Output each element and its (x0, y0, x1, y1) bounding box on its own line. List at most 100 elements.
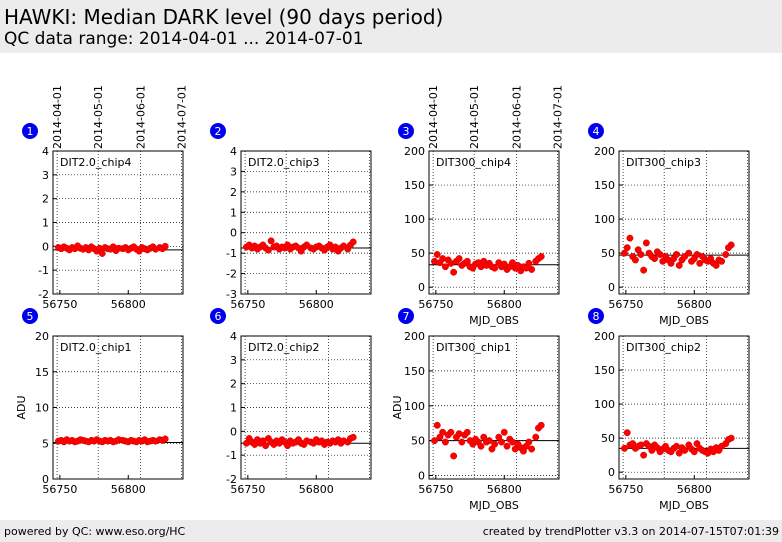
data-point (264, 246, 272, 254)
date-tick-label: 2014-06-01 (135, 85, 148, 149)
y-tick-label: 1 (230, 402, 237, 415)
panel-label: DIT300_chip4 (436, 156, 511, 169)
data-point (532, 433, 540, 441)
panel-label: DIT300_chip3 (626, 156, 701, 169)
data-point (685, 249, 693, 257)
panel-frame (618, 335, 750, 480)
date-tick-label: 2014-06-01 (511, 85, 524, 149)
panel-label: DIT2.0_chip4 (60, 156, 131, 169)
x-tick-label: 56800 (111, 298, 146, 311)
data-point (433, 251, 441, 258)
date-tick-label: 2014-05-01 (468, 85, 481, 149)
data-point (727, 241, 735, 249)
data-point (267, 237, 275, 245)
data-point (621, 444, 628, 452)
panel-frame (52, 335, 184, 480)
footer-credit: powered by QC: www.eso.org/HC (4, 525, 186, 538)
data-point (161, 242, 169, 250)
data-point (712, 261, 720, 269)
panel-number: 5 (27, 310, 34, 323)
y-tick-label: 200 (404, 330, 425, 343)
date-tick-label: 2014-04-01 (427, 85, 440, 149)
chart-panel-2: -3 -2 -1 0 1 2 3 4 56750 56800 DIT2.0_chip3 2 (210, 123, 372, 311)
data-point (458, 438, 466, 446)
data-point (447, 428, 455, 436)
x-tick-label: 56800 (299, 298, 334, 311)
data-point (477, 442, 485, 450)
data-point (161, 435, 169, 443)
y-tick-label: 2 (230, 378, 237, 391)
x-tick-label: 56750 (418, 298, 453, 311)
chart-panel-5: 0 5 10 15 20 56750 56800 DIT2.0_chip1 ADU 5 (15, 308, 184, 496)
panel-number: 6 (215, 310, 222, 323)
y-tick-label: 4 (230, 330, 237, 343)
y-tick-label: 50 (601, 247, 615, 260)
y-tick-label: 15 (35, 366, 49, 379)
data-point (450, 268, 458, 276)
data-point (675, 449, 683, 457)
y-tick-label: -2 (226, 473, 237, 486)
y-tick-label: 1 (230, 206, 237, 219)
y-tick-label: 2 (42, 193, 49, 206)
panel-frame (240, 335, 372, 480)
panel-number: 1 (27, 125, 34, 138)
y-tick-label: 50 (601, 432, 615, 445)
panel-number: 4 (593, 125, 600, 138)
data-point (463, 428, 471, 436)
x-tick-label: 56800 (677, 483, 712, 496)
y-tick-label: 150 (404, 179, 425, 192)
x-tick-label: 56800 (487, 298, 522, 311)
data-point (500, 260, 508, 268)
data-point (441, 438, 449, 446)
date-tick-label: 2014-05-01 (92, 85, 105, 149)
x-tick-label: 56800 (487, 483, 522, 496)
y-tick-label: 100 (594, 213, 615, 226)
data-point (648, 446, 656, 454)
panel-number-badge (210, 123, 226, 139)
panel-label: DIT300_chip2 (626, 341, 701, 354)
data-point (491, 440, 499, 448)
panel-number: 7 (403, 310, 410, 323)
y-tick-label: 5 (42, 437, 49, 450)
y-tick-label: 2 (230, 186, 237, 199)
data-point (696, 259, 704, 267)
x-axis-title: MJD_OBS (469, 499, 519, 512)
x-tick-label: 56750 (608, 298, 643, 311)
y-tick-label: -2 (38, 288, 49, 301)
date-tick-label: 2014-07-01 (552, 85, 565, 149)
y-tick-label: -1 (38, 264, 49, 277)
data-point (441, 263, 449, 271)
data-point (718, 257, 726, 265)
data-point (640, 451, 648, 459)
data-point (690, 448, 698, 456)
panel-number: 2 (215, 125, 222, 138)
x-tick-label: 56800 (299, 483, 334, 496)
panel-number-badge (398, 123, 414, 139)
data-point (500, 428, 508, 436)
chart-panel-7: 0 50 100 150 200 56750 56800 DIT300_chip1 MJD_OB… (391, 308, 560, 512)
y-tick-label: 200 (594, 145, 615, 158)
data-point (528, 266, 536, 273)
y-tick-label: 0 (230, 425, 237, 438)
data-point (503, 442, 511, 450)
panel-number-badge (398, 308, 414, 324)
data-point (349, 433, 357, 441)
panel-frame (52, 150, 184, 295)
data-point (262, 442, 270, 450)
x-tick-label: 56750 (42, 483, 77, 496)
footer-generator: created by trendPlotter v3.3 on 2014-07-… (482, 525, 779, 538)
y-tick-label: 0 (230, 227, 237, 240)
y-tick-label: -1 (226, 449, 237, 462)
chart-panel-3: 0 50 100 150 200 56750 56800 2014-04-01 2014-05-… (398, 85, 565, 327)
data-point (537, 253, 545, 260)
y-tick-label: -3 (226, 288, 237, 301)
x-tick-label: 56750 (418, 483, 453, 496)
panel-frame (428, 150, 560, 295)
data-point (431, 437, 438, 445)
data-point (631, 256, 639, 264)
x-axis-title: MJD_OBS (659, 314, 709, 327)
y-tick-label: 3 (42, 169, 49, 182)
panel-frame (428, 335, 560, 480)
y-tick-label: 0 (42, 240, 49, 253)
y-tick-label: 0 (42, 473, 49, 486)
